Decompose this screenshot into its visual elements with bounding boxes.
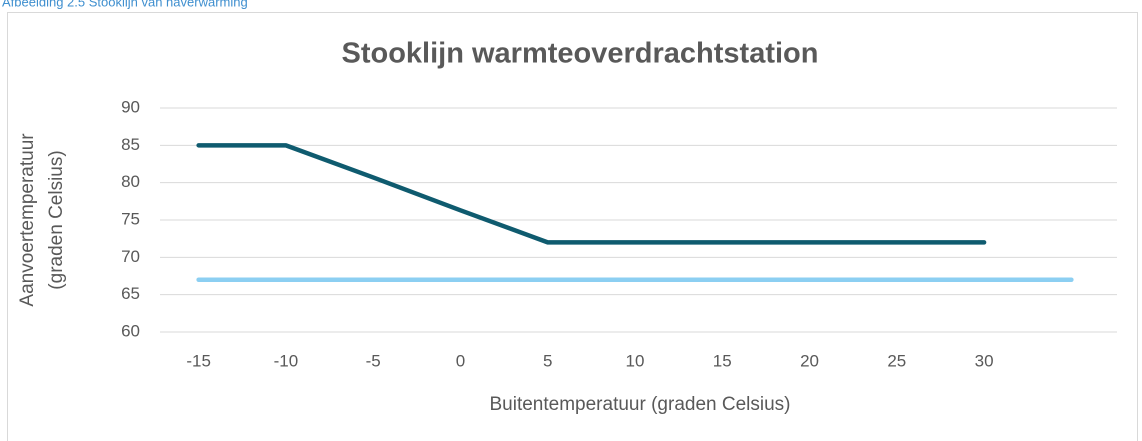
- y-tick-label: 75: [121, 209, 140, 228]
- x-tick-label: 5: [543, 351, 552, 370]
- x-tick-label: 0: [456, 351, 465, 370]
- x-tick-label: -15: [186, 351, 211, 370]
- y-tick-label: 90: [121, 97, 140, 116]
- x-tick-label: 15: [713, 351, 732, 370]
- chart-frame: [7, 12, 1138, 441]
- series-line: [196, 143, 987, 245]
- y-axis-label: Aanvoertemperatuur: [17, 133, 38, 307]
- x-tick-label: 20: [800, 351, 819, 370]
- y-tick-label: 60: [121, 321, 140, 340]
- x-tick-label: 10: [626, 351, 645, 370]
- x-tick-label: -10: [274, 351, 299, 370]
- y-tick-label: 65: [121, 284, 140, 303]
- y-axis-label: (graden Celsius): [46, 150, 67, 289]
- y-tick-label: 80: [121, 172, 140, 191]
- x-tick-label: 25: [887, 351, 906, 370]
- y-tick-label: 70: [121, 247, 140, 266]
- x-tick-label: -5: [366, 351, 381, 370]
- chart-title: Stooklijn warmteoverdrachtstation: [342, 38, 819, 70]
- x-axis-label: Buitentemperatuur (graden Celsius): [490, 394, 791, 415]
- y-tick-label: 85: [121, 135, 140, 154]
- caption: Afbeelding 2.5 Stooklijn van naverwarmin…: [2, 0, 248, 9]
- x-tick-label: 30: [975, 351, 994, 370]
